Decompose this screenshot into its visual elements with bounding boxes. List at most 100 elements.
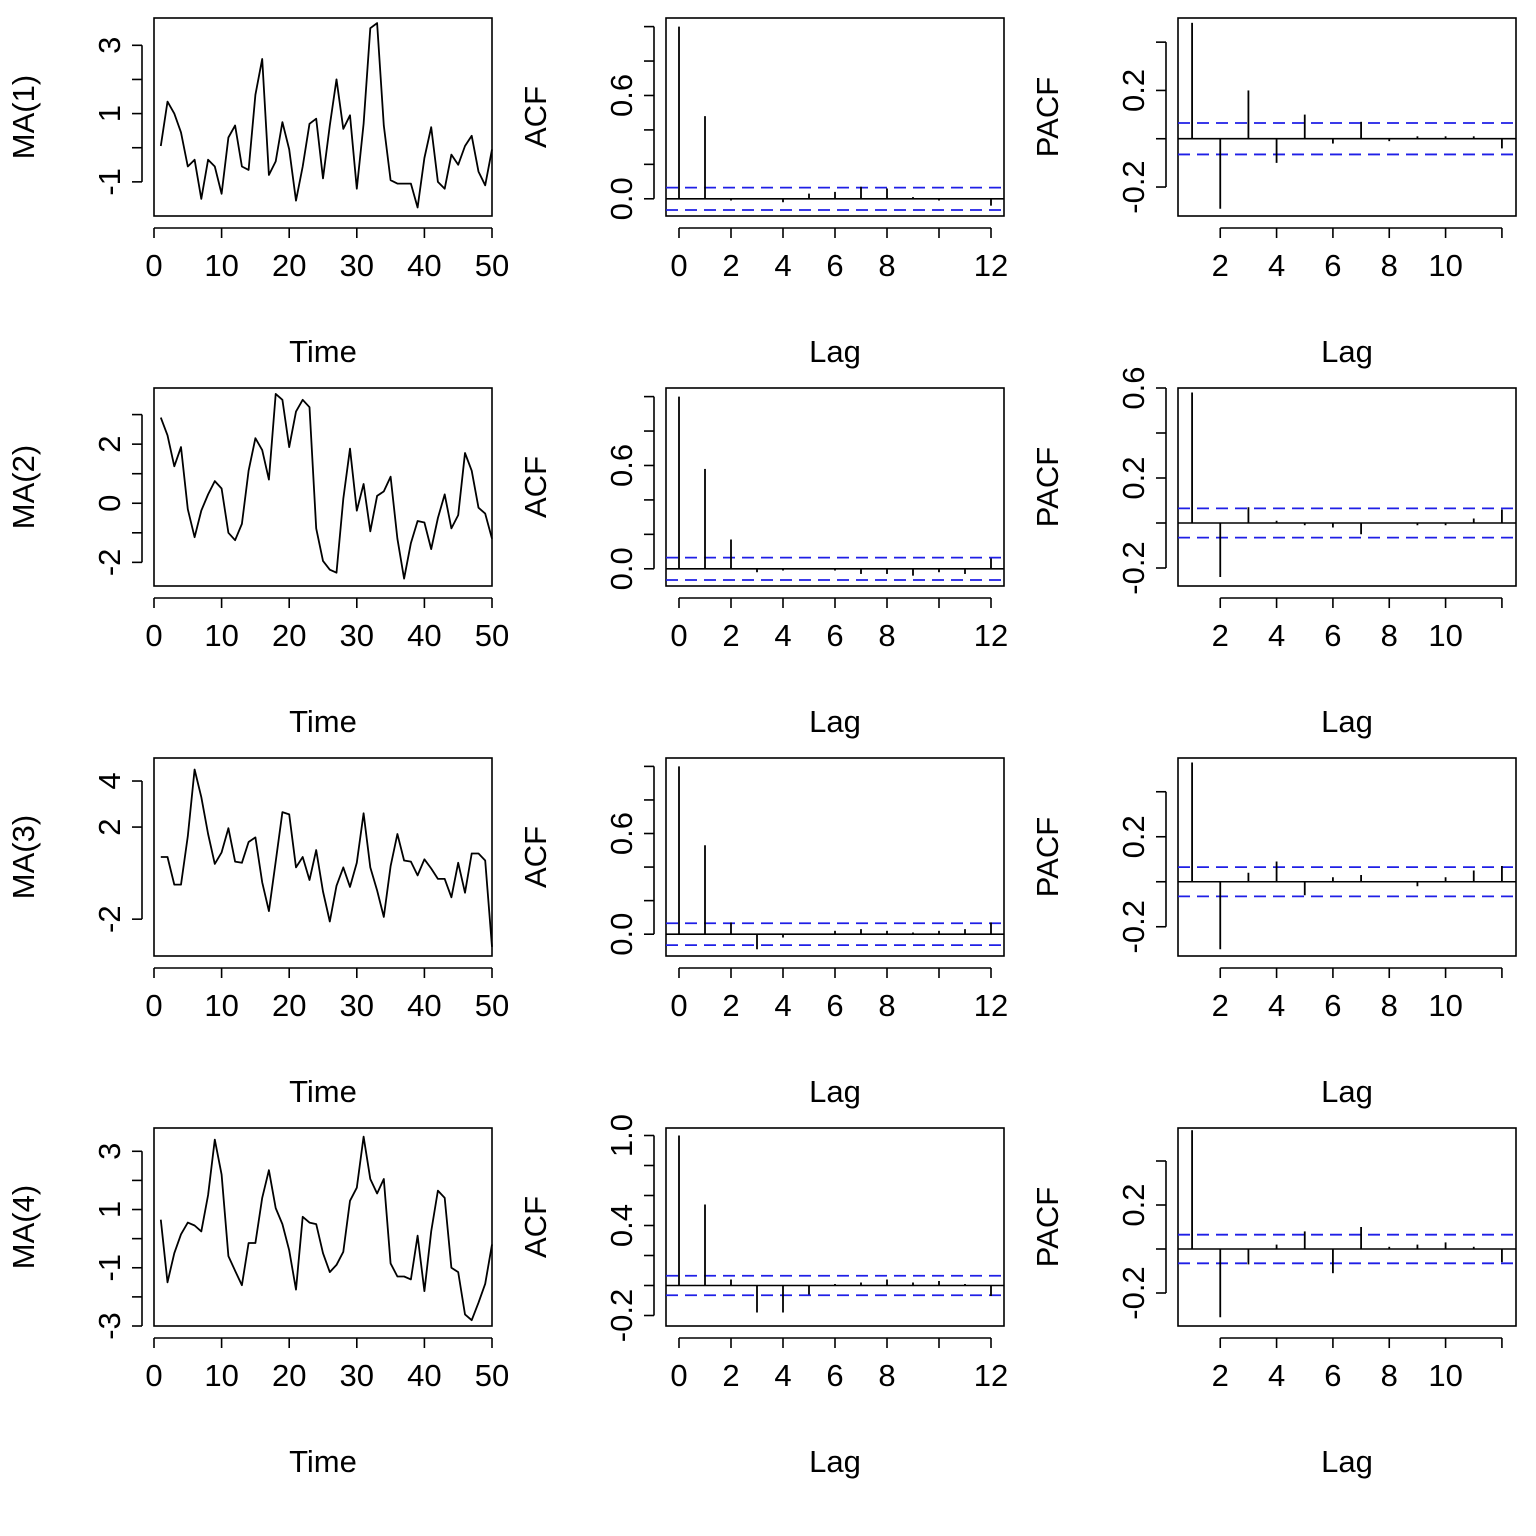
x-axis-title: Time — [289, 1444, 357, 1479]
y-tick-label: -2 — [92, 905, 127, 933]
y-tick-label: 1.0 — [604, 1114, 639, 1157]
x-tick-label: 12 — [974, 618, 1008, 653]
y-tick-label: 0.2 — [1116, 815, 1151, 858]
y-tick-label: 0.2 — [1116, 456, 1151, 499]
y-tick-label: 0.2 — [1116, 1183, 1151, 1226]
x-tick-label: 4 — [1268, 618, 1285, 653]
y-tick-label: 0.0 — [604, 547, 639, 590]
y-axis-title: MA(3) — [6, 815, 41, 899]
y-axis-title: PACF — [1030, 77, 1065, 157]
y-tick-label: -0.2 — [1116, 1266, 1151, 1319]
x-axis-title: Lag — [1321, 704, 1373, 739]
y-tick-label: -1 — [92, 168, 127, 196]
x-tick-label: 12 — [974, 988, 1008, 1023]
x-tick-label: 0 — [145, 618, 162, 653]
x-tick-label: 2 — [722, 1358, 739, 1393]
series-line — [159, 392, 493, 580]
x-axis-title: Lag — [1321, 1444, 1373, 1479]
x-tick-label: 30 — [340, 248, 374, 283]
x-axis-title: Time — [289, 704, 357, 739]
x-tick-label: 30 — [340, 1358, 374, 1393]
x-tick-label: 4 — [1268, 1358, 1285, 1393]
x-tick-label: 6 — [1324, 1358, 1341, 1393]
x-tick-label: 2 — [722, 248, 739, 283]
x-axis-title: Lag — [1321, 1074, 1373, 1109]
plot-frame — [1177, 17, 1517, 217]
x-tick-label: 8 — [878, 618, 895, 653]
x-tick-label: 12 — [974, 248, 1008, 283]
y-tick-label: 0.6 — [604, 74, 639, 117]
x-axis-title: Lag — [1321, 334, 1373, 369]
y-tick-label: 0.0 — [604, 177, 639, 220]
x-tick-label: 0 — [145, 1358, 162, 1393]
x-tick-label: 6 — [826, 248, 843, 283]
x-tick-label: 10 — [1428, 618, 1462, 653]
x-tick-label: 8 — [878, 1358, 895, 1393]
x-axis-title: Time — [289, 334, 357, 369]
x-tick-label: 4 — [1268, 248, 1285, 283]
x-tick-label: 2 — [1212, 618, 1229, 653]
x-tick-label: 10 — [1428, 248, 1462, 283]
x-tick-label: 8 — [1381, 618, 1398, 653]
x-tick-label: 20 — [272, 248, 306, 283]
plot-frame — [1177, 387, 1517, 587]
x-tick-label: 4 — [774, 988, 791, 1023]
y-tick-label: 0.2 — [1116, 69, 1151, 112]
y-tick-label: -0.2 — [1116, 900, 1151, 953]
x-tick-label: 10 — [204, 1358, 238, 1393]
plot-frame — [153, 1127, 493, 1327]
y-axis-title: ACF — [518, 826, 553, 888]
panel-4-pacf: 2 4 6 8 10 Lag -0.2 0.2 PACF — [1030, 1127, 1517, 1479]
y-tick-label: -0.2 — [604, 1289, 639, 1342]
x-tick-label: 10 — [204, 618, 238, 653]
x-tick-label: 40 — [407, 618, 441, 653]
plot-frame — [665, 1127, 1005, 1327]
x-tick-label: 10 — [204, 988, 238, 1023]
x-tick-label: 4 — [774, 618, 791, 653]
plot-frame — [153, 17, 493, 217]
y-tick-label: 1 — [92, 105, 127, 122]
y-tick-label: -2 — [92, 549, 127, 577]
x-axis-title: Lag — [809, 704, 861, 739]
x-tick-label: 2 — [722, 988, 739, 1023]
y-axis-title: MA(4) — [6, 1185, 41, 1269]
x-tick-label: 8 — [878, 248, 895, 283]
y-axis-title: ACF — [518, 456, 553, 518]
x-axis-title: Lag — [809, 334, 861, 369]
x-tick-label: 0 — [670, 988, 687, 1023]
x-tick-label: 10 — [1428, 988, 1462, 1023]
x-tick-label: 20 — [272, 988, 306, 1023]
y-tick-label: 0.6 — [604, 812, 639, 855]
y-tick-label: 2 — [92, 818, 127, 835]
plot-frame — [665, 17, 1005, 217]
panel-1-pacf: 2 4 6 8 10 Lag -0.2 0.2 PACF — [1030, 17, 1517, 369]
x-tick-label: 40 — [407, 1358, 441, 1393]
x-tick-label: 8 — [878, 988, 895, 1023]
y-tick-label: 0.6 — [604, 444, 639, 487]
plot-frame — [1177, 757, 1517, 957]
x-tick-label: 2 — [1212, 248, 1229, 283]
x-tick-label: 4 — [774, 1358, 791, 1393]
x-tick-label: 6 — [1324, 988, 1341, 1023]
y-axis-title: ACF — [518, 86, 553, 148]
x-axis-title: Lag — [809, 1444, 861, 1479]
x-tick-label: 30 — [340, 618, 374, 653]
x-tick-label: 0 — [670, 1358, 687, 1393]
y-tick-label: 3 — [92, 37, 127, 54]
x-tick-label: 50 — [475, 248, 509, 283]
x-tick-label: 0 — [145, 988, 162, 1023]
y-axis-title: MA(2) — [6, 445, 41, 529]
x-tick-label: 0 — [670, 618, 687, 653]
y-axis-title: ACF — [518, 1196, 553, 1258]
plot-frame — [1177, 1127, 1517, 1327]
series-line — [159, 22, 493, 209]
panel-3-acf: 0 2 4 6 8 12 Lag 0.0 0.6 ACF — [518, 757, 1008, 1109]
y-tick-label: -1 — [92, 1254, 127, 1282]
series-line — [160, 768, 493, 947]
x-tick-label: 30 — [340, 988, 374, 1023]
y-axis-title: PACF — [1030, 1187, 1065, 1267]
y-tick-label: 0.4 — [604, 1204, 639, 1247]
x-axis-title: Lag — [809, 1074, 861, 1109]
x-tick-label: 8 — [1381, 988, 1398, 1023]
panel-4-ma4: 0 10 20 30 40 50 Time -3 -1 1 3 MA(4) — [6, 1127, 509, 1479]
